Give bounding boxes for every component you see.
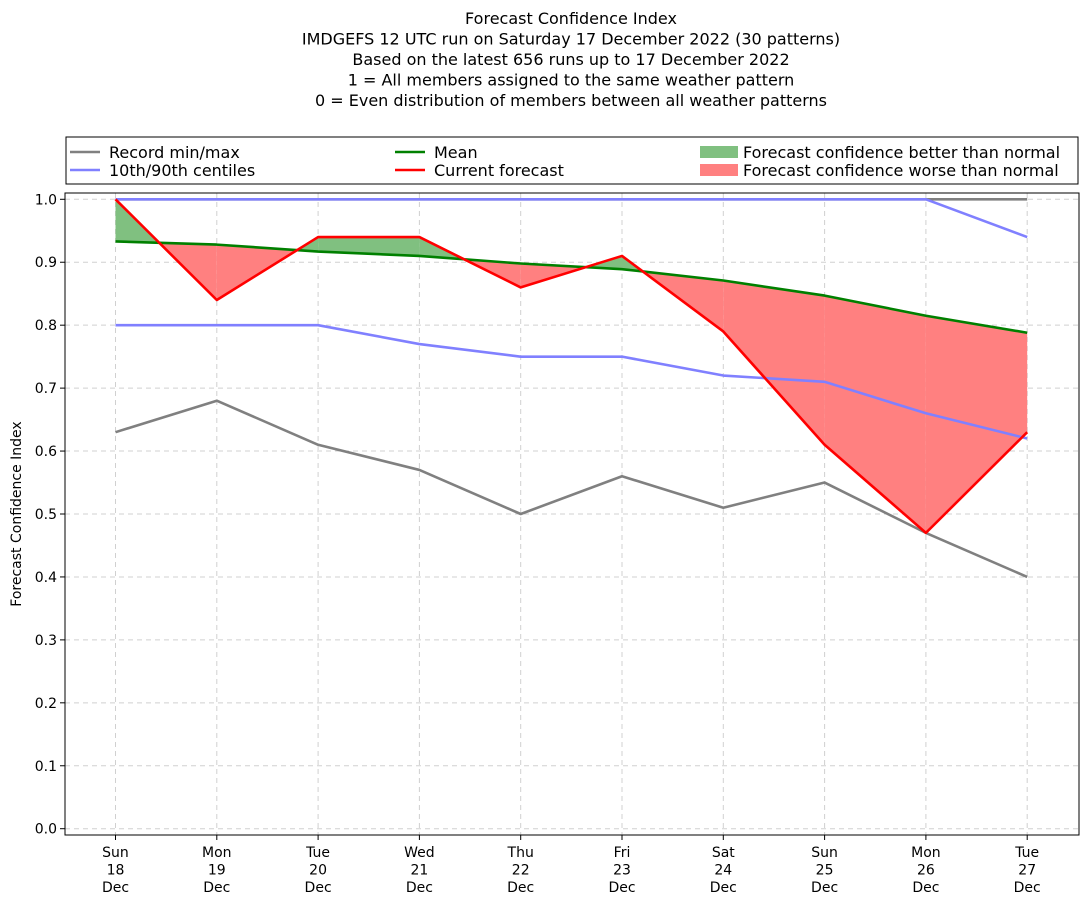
x-tick-label: Sun 18 Dec <box>102 845 129 896</box>
legend-patch-swatch <box>700 146 738 158</box>
series-line-10th-centile <box>115 323 1028 440</box>
grid <box>65 193 1079 835</box>
y-tick-label: 0.1 <box>35 759 57 775</box>
legend-patch-swatch <box>700 164 738 176</box>
y-tick-label: 0.4 <box>35 570 57 586</box>
legend-entry-label: 10th/90th centiles <box>109 161 255 180</box>
fill-worse-than-normal <box>925 315 1028 533</box>
series-line-mean <box>115 240 1028 335</box>
y-tick-label: 0.2 <box>35 696 57 712</box>
title-line: IMDGEFS 12 UTC run on Saturday 17 Decemb… <box>302 30 840 49</box>
legend-entry-label: Record min/max <box>109 143 240 162</box>
y-tick-label: 0.3 <box>35 633 57 649</box>
series-line-current-forecast <box>114 198 1029 535</box>
x-tick-label: Wed 21 Dec <box>404 845 435 896</box>
title-line: 1 = All members assigned to the same wea… <box>348 71 795 90</box>
y-tick-label: 0.8 <box>35 318 57 334</box>
y-tick-label: 1.0 <box>35 192 57 208</box>
title-line: Based on the latest 656 runs up to 17 De… <box>352 50 789 69</box>
legend-box <box>65 136 1079 185</box>
chart-title: Forecast Confidence Index IMDGEFS 12 UTC … <box>302 9 840 110</box>
x-tick-label: Mon 26 Dec <box>911 845 941 896</box>
x-tick-label: Tue 20 Dec <box>305 845 332 896</box>
legend-entry-label: Forecast confidence worse than normal <box>743 161 1059 180</box>
y-tick-label: 0.5 <box>35 507 57 523</box>
series-lines <box>114 197 1029 579</box>
series-line-90th-centile <box>115 197 1028 239</box>
fill-better-than-normal <box>318 237 420 256</box>
title-line: 0 = Even distribution of members between… <box>315 91 827 110</box>
confidence-fill-areas <box>115 199 1028 533</box>
x-axis-ticks: Sun 18 Dec Mon 19 Dec Tue 20 Dec Wed 21 Dec Thu 22 Dec… <box>102 835 1041 896</box>
y-tick-label: 0.7 <box>35 381 57 397</box>
series-line-record-min <box>115 399 1028 579</box>
x-tick-label: Sat 24 Dec <box>710 845 737 896</box>
y-axis-ticks: 0.0 0.1 0.2 0.3 0.4 0.5 0.6 0.7 0.8 0.9 1.0 <box>35 192 65 838</box>
legend-entry-label: Current forecast <box>434 161 564 180</box>
title-line: Forecast Confidence Index <box>465 9 677 28</box>
fill-worse-than-normal <box>723 280 825 445</box>
x-tick-label: Tue 27 Dec <box>1014 845 1041 896</box>
y-tick-label: 0.6 <box>35 444 57 460</box>
y-tick-label: 0.9 <box>35 255 57 271</box>
fill-worse-than-normal <box>824 295 926 533</box>
x-tick-label: Thu 22 Dec <box>507 845 535 896</box>
y-tick-label: 0.0 <box>35 822 57 838</box>
legend-entry-label: Forecast confidence better than normal <box>743 143 1060 162</box>
x-tick-label: Fri 23 Dec <box>608 845 635 896</box>
x-tick-label: Sun 25 Dec <box>811 845 838 896</box>
y-axis-label: Forecast Confidence Index <box>9 421 25 606</box>
x-tick-label: Mon 19 Dec <box>202 845 232 896</box>
legend-entry-label: Mean <box>434 143 478 162</box>
